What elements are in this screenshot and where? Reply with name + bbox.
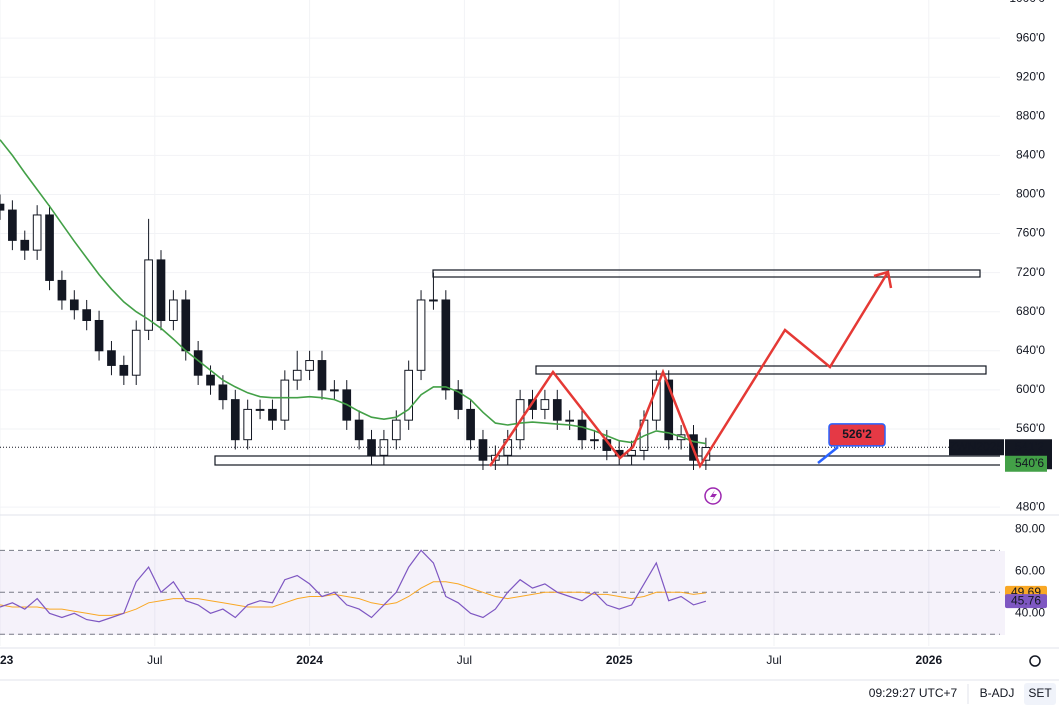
- rsi-ma: [0, 581, 706, 616]
- candle-body: [206, 374, 215, 386]
- candle-body: [69, 299, 79, 311]
- candle-body: [32, 214, 42, 251]
- adjustment[interactable]: B-ADJ: [980, 686, 1015, 700]
- y-tick-label: 600'0: [1016, 382, 1045, 396]
- y-tick-label: 760'0: [1016, 226, 1045, 240]
- y-tick-label: 480'0: [1016, 499, 1045, 513]
- candles: [0, 139, 1000, 470]
- projection: [488, 270, 893, 505]
- status-time: 09:29:27 UTC+7: [869, 686, 958, 700]
- x-tick-label: Jul: [457, 653, 472, 667]
- y-tick-label: 920'0: [1016, 69, 1045, 83]
- x-tick-label: 2025: [606, 653, 633, 667]
- event-icon[interactable]: [704, 487, 722, 505]
- settings-icon[interactable]: [1029, 655, 1041, 667]
- y-tick-label: 560'0: [1016, 421, 1045, 435]
- candle-body: [218, 384, 228, 401]
- symbol-tag: ZWN2025: [949, 439, 1003, 453]
- candle-body: [441, 299, 451, 391]
- y-tick-label: 960'0: [1016, 30, 1045, 44]
- session-bg[interactable]: [1024, 683, 1056, 705]
- candle-body: [82, 309, 92, 321]
- target-line: [817, 446, 839, 464]
- y-tick-label: 880'0: [1016, 108, 1045, 122]
- candle-body: [94, 319, 104, 352]
- symbol-tag-bg: [949, 439, 1004, 456]
- lightning: [710, 490, 717, 502]
- candle-body: [354, 419, 364, 441]
- candle-body: [577, 419, 587, 441]
- rsi-band: [0, 551, 1005, 635]
- zone: [214, 455, 1000, 466]
- candle-body: [57, 279, 67, 301]
- rsi-tick-label: 80.00: [1015, 522, 1045, 536]
- candle-body: [119, 364, 129, 376]
- x-tick-label: Jul: [147, 653, 162, 667]
- candle-body: [8, 209, 17, 241]
- rsi-pane: [0, 549, 1000, 635]
- rsi-line: [0, 549, 707, 623]
- arrow-head: [873, 270, 893, 289]
- labels: 480'0 560'0 600'0 640'0 680'0 720'0 760'0 800'0…: [0, 0, 1052, 667]
- zone: [535, 365, 987, 375]
- x-tick-label: 2024: [296, 653, 323, 667]
- y-tick-label: 640'0: [1016, 343, 1045, 357]
- candle-body: [20, 239, 30, 251]
- candle-body: [268, 408, 277, 421]
- x-tick-label: 2026: [915, 653, 942, 667]
- rsi-tick-label: 40.00: [1015, 605, 1045, 619]
- candle-body: [429, 299, 438, 302]
- candle-body: [391, 419, 401, 441]
- candle-body: [478, 439, 488, 461]
- prev-price-tag: [1005, 455, 1047, 472]
- rsi-value-label: 45.76: [1011, 593, 1041, 607]
- target-callout: [828, 423, 886, 447]
- rsi-tick-label: 60.00: [1015, 563, 1045, 577]
- candle-body: [330, 389, 339, 392]
- last-price-label: 541'2: [1015, 439, 1044, 453]
- candle-body: [181, 299, 191, 352]
- candle-body: [280, 379, 290, 421]
- candle-body: [292, 369, 302, 381]
- candle-body: [590, 439, 599, 442]
- y-tick-label: 1000'0: [1009, 0, 1045, 5]
- candle-body: [404, 369, 414, 421]
- candle-body: [317, 360, 327, 391]
- candle-body: [453, 389, 463, 410]
- candle-body: [45, 214, 54, 281]
- candle-body: [255, 408, 265, 411]
- candle-body: [156, 259, 166, 321]
- y-tick-label: 800'0: [1016, 187, 1045, 201]
- price-pane: [214, 269, 1000, 466]
- candle-body: [230, 399, 240, 441]
- candle-body: [565, 419, 574, 422]
- y-tick-label: 680'0: [1016, 304, 1045, 318]
- moving-average: [0, 139, 707, 445]
- zone: [432, 269, 981, 278]
- target-label: 526'2: [842, 427, 872, 441]
- candle-body: [540, 399, 550, 410]
- candle-body: [169, 299, 178, 321]
- candle-body: [367, 439, 376, 456]
- y-tick-label: 840'0: [1016, 148, 1045, 162]
- candle-body: [305, 360, 314, 371]
- y-tick-label: 720'0: [1016, 265, 1045, 279]
- candle-body: [107, 350, 116, 366]
- x-tick-label: 2023: [0, 653, 14, 667]
- candle-body: [552, 399, 562, 421]
- candle-body: [466, 408, 475, 441]
- candle-body: [0, 203, 5, 211]
- x-tick-label: Jul: [766, 653, 781, 667]
- candle-body: [416, 299, 426, 371]
- session[interactable]: SET: [1028, 686, 1052, 700]
- candle-body: [144, 259, 153, 331]
- candle-body: [243, 408, 253, 441]
- zigzag: [488, 271, 890, 469]
- prev-price-label: 540'6: [1015, 456, 1044, 470]
- rsi-value-tag: [1005, 594, 1047, 609]
- candle-body: [664, 379, 674, 441]
- candle-body: [131, 329, 141, 376]
